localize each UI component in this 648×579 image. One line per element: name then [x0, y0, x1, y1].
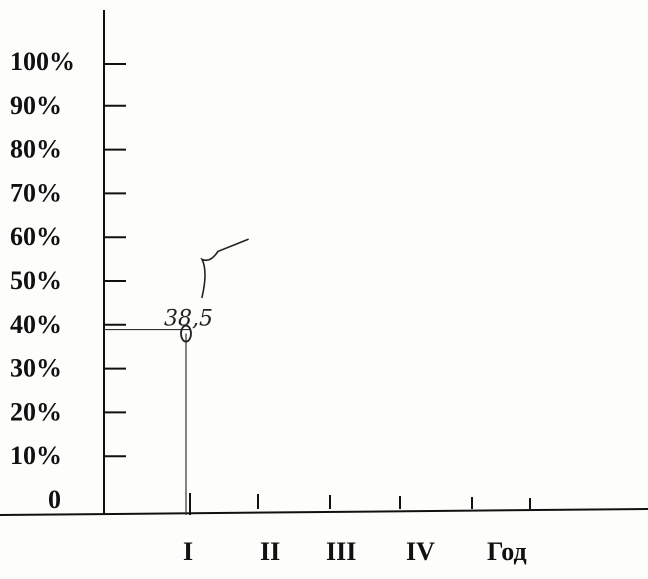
- y-tick-label: 60%: [10, 222, 62, 251]
- data-point: [180, 324, 192, 343]
- x-category-label: II: [260, 537, 280, 566]
- series-layer: [104, 324, 192, 515]
- y-tick-label: 100%: [10, 47, 75, 76]
- annotation-layer: 38,5: [164, 238, 249, 331]
- y-axis: 0 10% 20% 30% 40% 50% 60% 70% 80% 90% 100%: [10, 10, 126, 515]
- x-category-label: Год: [487, 537, 527, 566]
- annotation-label: 38,5: [164, 306, 213, 331]
- y-tick-label: 0: [48, 485, 61, 514]
- x-axis-line: [0, 508, 648, 516]
- y-tick-label: 20%: [10, 397, 62, 426]
- y-tick-label: 30%: [10, 354, 62, 383]
- x-category-label: III: [326, 537, 356, 566]
- y-tick-label: 40%: [10, 310, 62, 339]
- y-tick-label: 70%: [10, 178, 62, 207]
- x-axis: I II III IV Год: [0, 493, 648, 566]
- y-tick-label: 50%: [10, 266, 62, 295]
- y-tick-label: 80%: [10, 135, 62, 164]
- x-category-label: I: [183, 537, 193, 566]
- annotation-pen-stroke: [200, 238, 249, 299]
- x-category-label: IV: [406, 537, 435, 566]
- y-tick-label: 90%: [10, 91, 62, 120]
- y-tick-label: 10%: [10, 441, 62, 470]
